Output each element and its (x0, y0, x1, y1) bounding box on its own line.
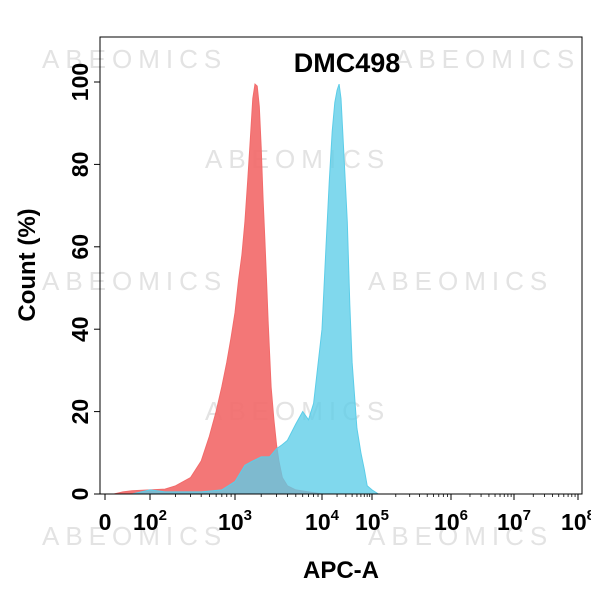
x-tick-label: 107 (497, 507, 531, 535)
watermark: ABEOMICS (395, 44, 580, 74)
tick-layer: 0 20 40 60 80 100 0 102 103 104 105 106 107 108 (67, 63, 591, 535)
y-tick-label: 20 (67, 399, 93, 425)
x-axis-label: APC-A (303, 557, 379, 584)
y-tick-label: 100 (67, 63, 93, 101)
watermark: ABEOMICS (368, 266, 553, 296)
x-tick-label: 106 (434, 507, 468, 535)
chart-title: DMC498 (294, 48, 401, 78)
y-tick-label: 80 (67, 152, 93, 178)
watermark: ABEOMICS (42, 44, 227, 74)
watermark: ABEOMICS (42, 266, 227, 296)
series-area-2 (131, 83, 380, 495)
x-tick-label: 108 (561, 507, 591, 535)
y-tick-label: 40 (67, 316, 93, 342)
y-axis-label: Count (%) (14, 208, 41, 321)
y-tick-label: 60 (67, 234, 93, 260)
x-tick-label: 103 (218, 507, 252, 535)
series-layer (113, 83, 380, 495)
x-tick-label: 0 (99, 509, 112, 535)
x-tick-label: 104 (305, 507, 340, 535)
watermark: ABEOMICS (42, 521, 227, 551)
x-tick-label: 105 (355, 507, 389, 535)
watermark: ABEOMICS (205, 144, 390, 174)
watermark: ABEOMICS (368, 521, 553, 551)
x-tick-label: 102 (133, 507, 167, 535)
y-tick-label: 0 (67, 488, 93, 501)
plot-frame (99, 36, 583, 495)
